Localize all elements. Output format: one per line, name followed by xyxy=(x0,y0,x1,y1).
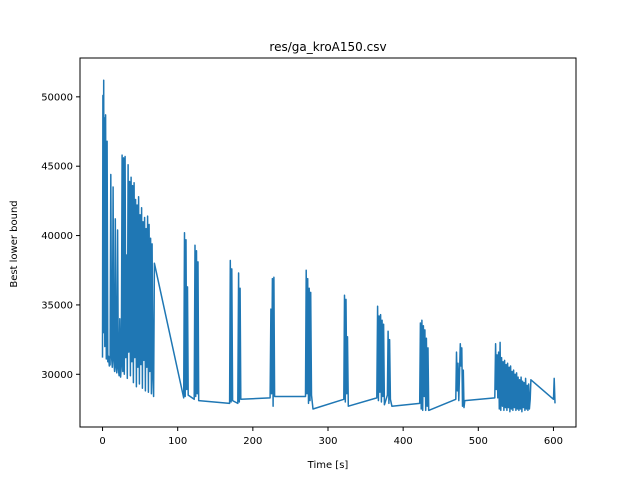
x-tick-label: 200 xyxy=(243,436,262,447)
x-tick-label: 400 xyxy=(394,436,413,447)
x-tick-label: 100 xyxy=(168,436,187,447)
y-tick-label: 30000 xyxy=(41,370,73,381)
x-tick-label: 600 xyxy=(544,436,563,447)
series-line-0 xyxy=(101,79,556,413)
y-tick-label: 35000 xyxy=(41,300,73,311)
y-tick-label: 45000 xyxy=(41,162,73,173)
series-group xyxy=(101,79,556,413)
y-tick-label: 40000 xyxy=(41,231,73,242)
y-axis-ticks: 30000 35000 40000 45000 50000 xyxy=(41,92,80,381)
y-axis-label: Best lower bound xyxy=(9,200,20,287)
x-tick-label: 0 xyxy=(99,436,105,447)
y-tick-label: 50000 xyxy=(41,92,73,103)
x-axis-label: Time [s] xyxy=(307,460,349,471)
x-axis-ticks: 0 100 200 300 400 500 600 xyxy=(99,427,563,447)
chart-title: res/ga_kroA150.csv xyxy=(269,40,386,54)
x-tick-label: 500 xyxy=(469,436,488,447)
x-tick-label: 300 xyxy=(318,436,337,447)
